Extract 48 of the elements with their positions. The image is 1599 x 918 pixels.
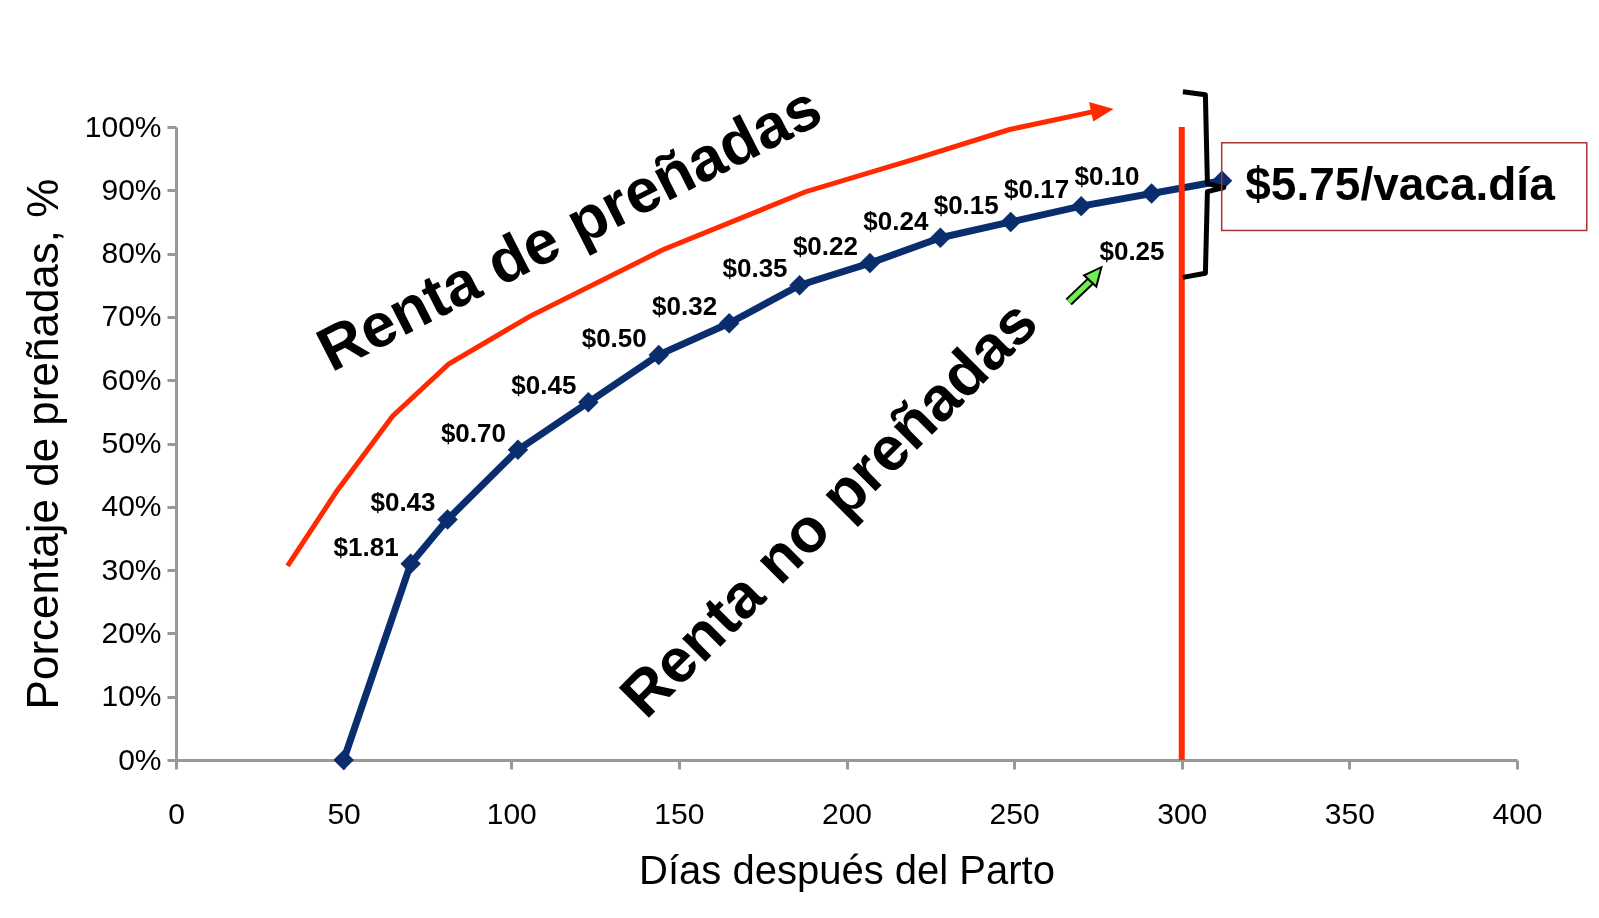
annotation: $1.81	[333, 531, 399, 562]
y-tick-label: 20%	[101, 615, 162, 649]
y-tick-label: 10%	[101, 679, 162, 713]
x-tick-label: 300	[1157, 796, 1208, 830]
y-tick-label: 30%	[101, 552, 162, 586]
x-axis-title: Días después del Parto	[639, 847, 1055, 892]
annotation: $0.45	[511, 370, 577, 401]
annotation: $0.50	[581, 322, 647, 353]
point	[648, 344, 670, 366]
point	[718, 312, 740, 334]
y-tick-label: 100%	[84, 109, 162, 143]
y-axis-title: Porcentaje de preñadas, %	[17, 178, 67, 710]
y-tick-label: 70%	[101, 299, 162, 333]
annotation: $0.17	[1004, 174, 1070, 205]
point	[578, 392, 599, 413]
y-tick-label: 90%	[101, 172, 162, 206]
point	[437, 509, 458, 530]
point	[400, 553, 421, 575]
point	[1000, 211, 1022, 233]
y-tick-label: 0%	[118, 742, 162, 776]
point	[507, 439, 529, 461]
x-tick-label: 200	[821, 796, 873, 830]
annotation: $0.43	[370, 487, 436, 518]
x-tick-label: 250	[989, 796, 1040, 830]
annotation: $5.75/vaca.día	[1245, 158, 1556, 210]
y-tick-label: 40%	[101, 489, 162, 523]
x-tick-label: 100	[486, 796, 537, 830]
annotation: $0.70	[440, 417, 506, 448]
annotation: $0.24	[863, 205, 929, 236]
point	[1141, 183, 1162, 204]
y-tick-label: 60%	[101, 362, 162, 396]
x-tick-label: 0	[168, 796, 185, 830]
x-tick-label: 150	[654, 796, 705, 830]
x-tick-label: 50	[327, 796, 361, 830]
point	[930, 227, 951, 249]
y-tick-label: 50%	[101, 426, 162, 459]
y-tick-label: 80%	[101, 236, 162, 270]
point	[333, 749, 354, 771]
point	[789, 275, 810, 296]
x-tick-label: 350	[1324, 796, 1375, 830]
x-tick-label: 400	[1492, 796, 1543, 830]
annotation: $0.10	[1074, 161, 1140, 192]
point	[859, 252, 881, 274]
annotation: $0.25	[1099, 236, 1165, 266]
annotation: $0.35	[722, 253, 788, 284]
annotation: $0.15	[933, 189, 999, 220]
point	[1070, 195, 1092, 217]
annotation: $0.32	[652, 291, 718, 322]
